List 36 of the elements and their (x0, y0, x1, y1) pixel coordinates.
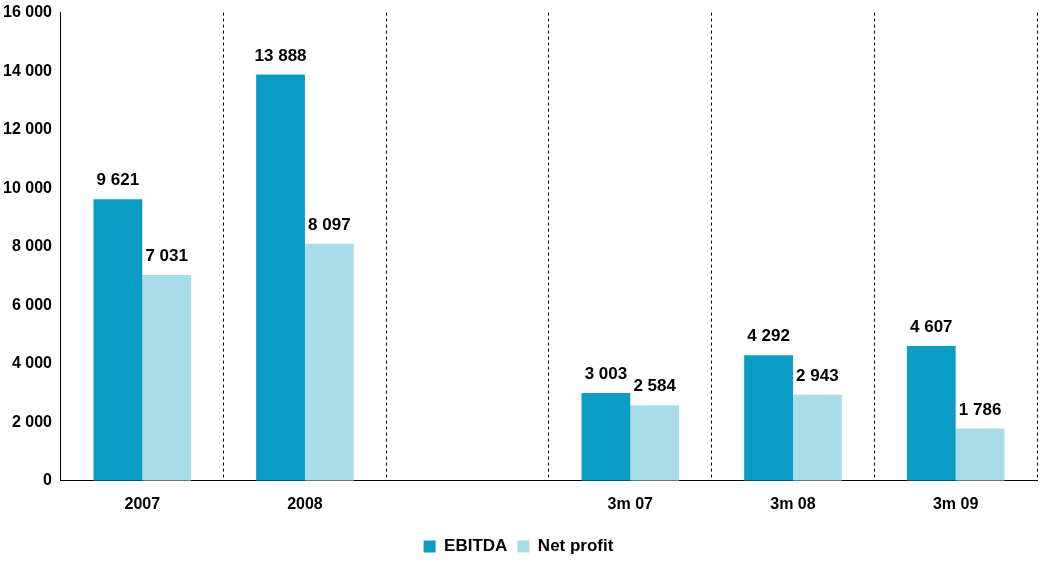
bar (955, 428, 1005, 481)
y-tick-label: 16 000 (3, 3, 53, 21)
y-tick-label: 12 000 (3, 120, 53, 138)
y-tick-label: 6 000 (11, 295, 53, 313)
x-tick-label: 2007 (124, 494, 161, 512)
data-label: 9 621 (96, 170, 140, 190)
legend-label: Net profit (537, 536, 614, 556)
bar (792, 394, 842, 481)
y-tick-label: 8 000 (11, 237, 53, 255)
x-tick-label: 3m 09 (932, 494, 979, 512)
data-label: 1 786 (958, 399, 1002, 419)
data-label: 3 003 (584, 364, 628, 384)
bar (142, 275, 192, 481)
y-tick-label: 2 000 (11, 412, 53, 430)
legend-label: EBITDA (444, 536, 508, 556)
bar (304, 243, 354, 481)
y-tick-label: 4 000 (11, 354, 53, 372)
y-tick-label: 0 (43, 471, 53, 489)
bar (256, 74, 305, 481)
y-tick-label: 14 000 (3, 61, 53, 79)
data-label: 2 584 (633, 376, 677, 396)
data-label: 7 031 (145, 246, 188, 266)
data-label: 8 097 (308, 215, 351, 235)
y-tick-label: 10 000 (3, 178, 53, 196)
x-tick-label: 3m 07 (607, 494, 654, 512)
data-label: 2 943 (796, 365, 839, 385)
data-label: 13 888 (254, 45, 307, 65)
x-tick-label: 2008 (287, 494, 323, 512)
bar (581, 392, 631, 481)
x-tick-label: 3m 08 (770, 494, 816, 512)
bar (906, 345, 956, 481)
bar (630, 405, 680, 481)
data-label: 4 607 (909, 317, 953, 337)
data-label: 4 292 (747, 326, 790, 346)
bar (744, 355, 793, 481)
bar (93, 199, 143, 481)
